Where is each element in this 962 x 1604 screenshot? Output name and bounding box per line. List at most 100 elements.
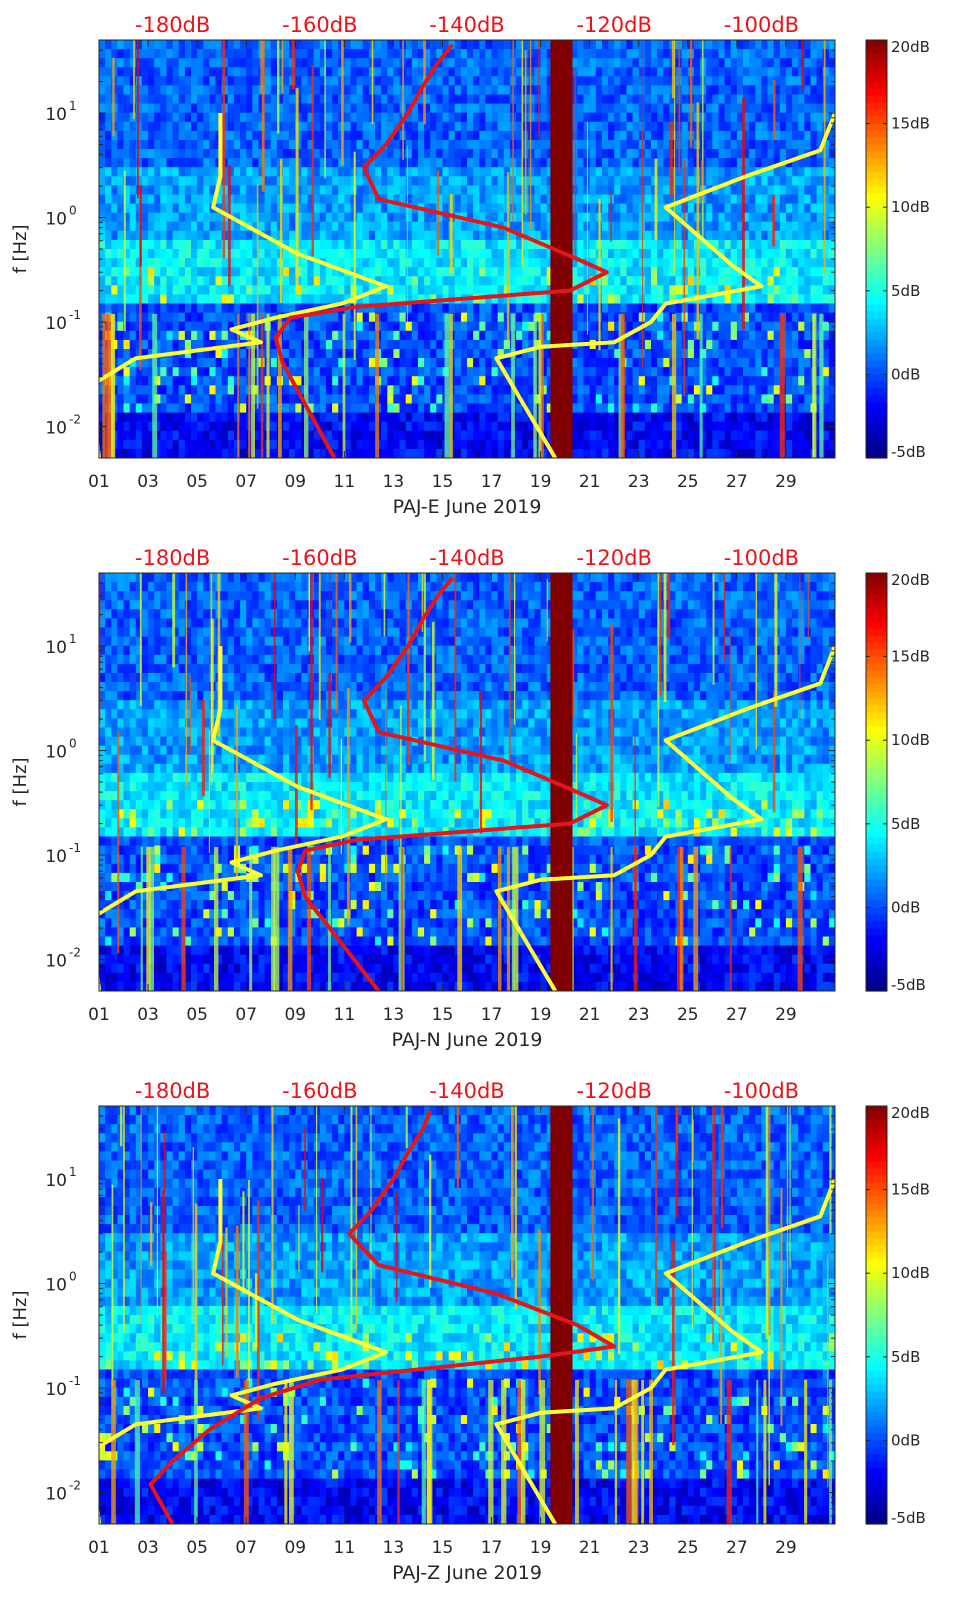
heatmap-cell [620, 67, 627, 77]
heatmap-cell [313, 185, 321, 196]
heatmap-cell [148, 239, 155, 250]
heatmap-cell [258, 249, 266, 259]
heatmap-cell [816, 203, 824, 214]
heatmap-cell [589, 258, 597, 268]
heatmap-cell [424, 339, 431, 350]
heatmap-cell [129, 285, 137, 295]
heatmap-cell [546, 67, 554, 77]
heatmap-cell [534, 285, 542, 295]
heatmap-cell [675, 185, 683, 196]
heatmap-cell [730, 303, 738, 314]
heatmap-cell [669, 94, 677, 105]
heatmap-cell [148, 339, 155, 350]
heatmap-cell [454, 140, 462, 150]
heatmap-cell [295, 194, 302, 205]
heatmap-cell [700, 394, 707, 405]
heatmap-cell [393, 330, 401, 341]
heatmap-cell [313, 176, 321, 186]
heatmap-cell [105, 267, 112, 277]
heatmap-cell [497, 349, 505, 359]
heatmap-cell [178, 321, 186, 332]
heatmap-cell [203, 67, 210, 77]
heatmap-cell [730, 239, 738, 250]
heatmap-cell [749, 394, 756, 405]
heatmap-cell [350, 412, 358, 423]
heatmap-cell [105, 176, 112, 186]
heatmap-cell [479, 221, 486, 232]
heatmap-cell [417, 185, 425, 196]
heatmap-cell [736, 58, 744, 68]
heatmap-cell [651, 158, 658, 168]
heatmap-cell [657, 385, 664, 395]
heatmap-cell [712, 230, 719, 241]
heatmap-cell [785, 185, 793, 196]
heatmap-cell [289, 149, 296, 159]
heatmap-cell [828, 276, 835, 286]
heatmap-cell [467, 403, 474, 414]
heatmap-cell [227, 230, 235, 241]
heatmap-cell [485, 403, 493, 414]
heatmap-cell [669, 285, 677, 295]
heatmap-cell [792, 221, 799, 232]
heatmap-cell [792, 367, 799, 377]
heatmap-cell [528, 267, 535, 277]
heatmap-cell [184, 276, 192, 286]
heatmap-cell [749, 203, 756, 214]
heatmap-cell [325, 358, 333, 368]
heatmap-cell [749, 303, 756, 314]
heatmap-cell [467, 112, 474, 123]
heatmap-cell [485, 194, 493, 205]
heatmap-cell [258, 276, 266, 286]
heatmap-cell [197, 121, 204, 132]
heatmap-cell [362, 203, 370, 214]
heatmap-cell [350, 121, 358, 132]
heatmap-cell [141, 294, 149, 305]
heatmap-cell [516, 330, 523, 341]
heatmap-cell [252, 94, 259, 105]
heatmap-cell [436, 312, 443, 323]
heatmap-cell [430, 385, 437, 395]
heatmap-cell [411, 221, 419, 232]
heatmap-cell [252, 149, 259, 159]
heatmap-cell [755, 67, 762, 77]
heatmap-cell [240, 367, 247, 377]
heatmap-cell [362, 349, 370, 359]
heatmap-cell [240, 385, 247, 395]
heatmap-cell [264, 276, 272, 286]
heatmap-cell [411, 176, 419, 186]
heatmap-cell [663, 321, 670, 332]
heatmap-cell [197, 149, 204, 159]
heatmap-cell [773, 221, 781, 232]
heatmap-cell [209, 85, 217, 96]
heatmap-cell [375, 230, 382, 241]
heatmap-cell [191, 376, 198, 386]
heatmap-cell [436, 49, 443, 59]
heatmap-cell [467, 367, 474, 377]
heatmap-cell [111, 40, 118, 50]
heatmap-cell [448, 121, 456, 132]
heatmap-cell [798, 203, 805, 214]
heatmap-cell [638, 339, 646, 350]
heatmap-cell [601, 76, 609, 86]
heatmap-cell [608, 140, 615, 150]
heatmap-cell [718, 367, 726, 377]
heatmap-cell [589, 112, 597, 123]
heatmap-cell [743, 385, 750, 395]
heatmap-cell [730, 130, 738, 141]
heatmap-cell [301, 239, 309, 250]
heatmap-cell [319, 358, 327, 368]
heatmap-cell [632, 385, 640, 395]
heatmap-cell [436, 412, 443, 423]
heatmap-cell [644, 158, 652, 168]
heatmap-cell [387, 367, 394, 377]
heatmap-cell [540, 330, 548, 341]
heatmap-cell [375, 303, 382, 314]
heatmap-cell [657, 330, 664, 341]
heatmap-cell [792, 258, 799, 268]
heatmap-cell [368, 158, 376, 168]
heatmap-cell [632, 358, 640, 368]
heatmap-cell [405, 230, 413, 241]
heatmap-cell [197, 203, 204, 214]
heatmap-cell [184, 339, 192, 350]
heatmap-cell [626, 358, 634, 368]
